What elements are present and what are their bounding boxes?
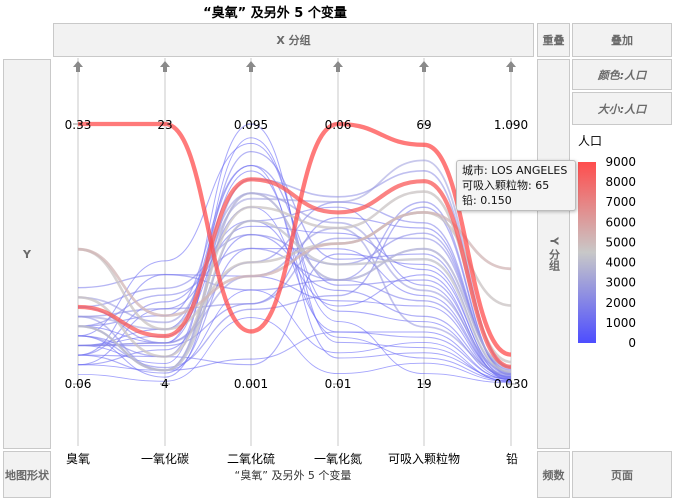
legend-tick-label: 8000 [605,175,636,189]
data-line [77,177,512,369]
axis-min-label: 0.06 [65,377,92,391]
lines-layer [77,121,512,384]
legend-tick-label: 3000 [605,276,636,290]
y-zone[interactable]: Y [3,59,51,449]
axis-variable-label: 可吸入颗粒物 [388,451,460,466]
legend-tick-label: 4000 [605,256,636,270]
tooltip-lead: 铅: 0.150 [462,194,512,207]
legend-tick-label: 0 [628,336,636,350]
overlap-zone[interactable]: 重叠 [537,23,570,57]
axis-variable-label: 一氧化氮 [314,451,362,466]
axis-variable-label: 二氧化硫 [227,451,275,466]
data-line [77,192,512,373]
data-line [77,273,512,379]
legend-tick-label: 1000 [605,316,636,330]
legend-title: 人口 [578,134,603,148]
data-line [77,317,512,382]
overlay-zone[interactable]: 叠加 [572,23,672,57]
parallel-plot: 0.33 0.06 臭氧 23 4 一氧化碳 0.095 0.001 二氧化硫 0.06 0.01 一… [65,58,529,466]
axis-variable-label: 一氧化碳 [141,452,189,466]
axis-max-label: 0.06 [325,118,352,132]
data-line [77,206,512,375]
labels-layer: 0.33 0.06 臭氧 23 4 一氧化碳 0.095 0.001 二氧化硫 0.06 0.01 一… [65,118,529,466]
legend-gradient-bar [578,162,596,343]
tooltip-city: 城市: LOS ANGELES [462,164,568,177]
freq-zone[interactable]: 频数 [537,451,570,498]
axis-max-label: 69 [416,118,431,132]
sort-arrow-icon[interactable] [73,61,83,72]
axis-min-label: 4 [161,377,169,391]
y-group-zone[interactable]: Y 分组 [537,59,570,449]
color-legend: 9000 8000 7000 6000 5000 4000 3000 2000 1000 0 [578,155,636,350]
legend-tick-label: 5000 [605,235,636,249]
chart-title: “臭氧” 及另外 5 个变量 [203,6,347,21]
data-line [78,121,512,357]
size-zone[interactable]: 大小:人口 [572,92,672,125]
tooltip-pm: 可吸入颗粒物: 65 [462,179,550,192]
axis-min-label: 19 [416,377,431,391]
axis-max-label: 1.090 [494,118,528,132]
axis-min-label: 0.030 [494,377,528,391]
sort-arrow-icon[interactable] [246,61,256,72]
axis-min-label: 0.01 [325,377,352,391]
legend-tick-label: 2000 [605,296,636,310]
axis-variable-label: 臭氧 [66,451,90,466]
sort-arrow-icon[interactable] [160,61,170,72]
data-line [77,201,512,377]
data-line [77,137,512,384]
data-line [77,219,512,373]
sort-arrow-icon[interactable] [333,61,343,72]
data-line [77,227,512,376]
x-group-zone[interactable]: X 分组 [53,23,534,57]
page-zone[interactable]: 页面 [572,451,672,498]
sort-arrow-icon[interactable] [506,61,516,72]
data-line [77,225,512,376]
map-shape-zone[interactable]: 地图形状 [3,451,51,498]
data-line [77,220,512,381]
x-axis-title: “臭氧” 及另外 5 个变量 [234,469,352,482]
hover-tooltip: 城市: LOS ANGELES 可吸入颗粒物: 65 铅: 0.150 [456,160,576,211]
legend-tick-label: 7000 [605,195,636,209]
legend-tick-label: 9000 [605,155,636,169]
legend-tick-label: 6000 [605,215,636,229]
data-line [77,211,512,331]
color-zone[interactable]: 颜色:人口 [572,59,672,90]
sort-arrow-icon[interactable] [419,61,429,72]
data-line [77,273,512,378]
axis-min-label: 0.001 [234,377,268,391]
axis-max-label: 23 [157,118,172,132]
axis-max-label: 0.095 [234,118,268,132]
axis-max-label: 0.33 [65,118,92,132]
axis-variable-label: 铅 [506,452,518,466]
